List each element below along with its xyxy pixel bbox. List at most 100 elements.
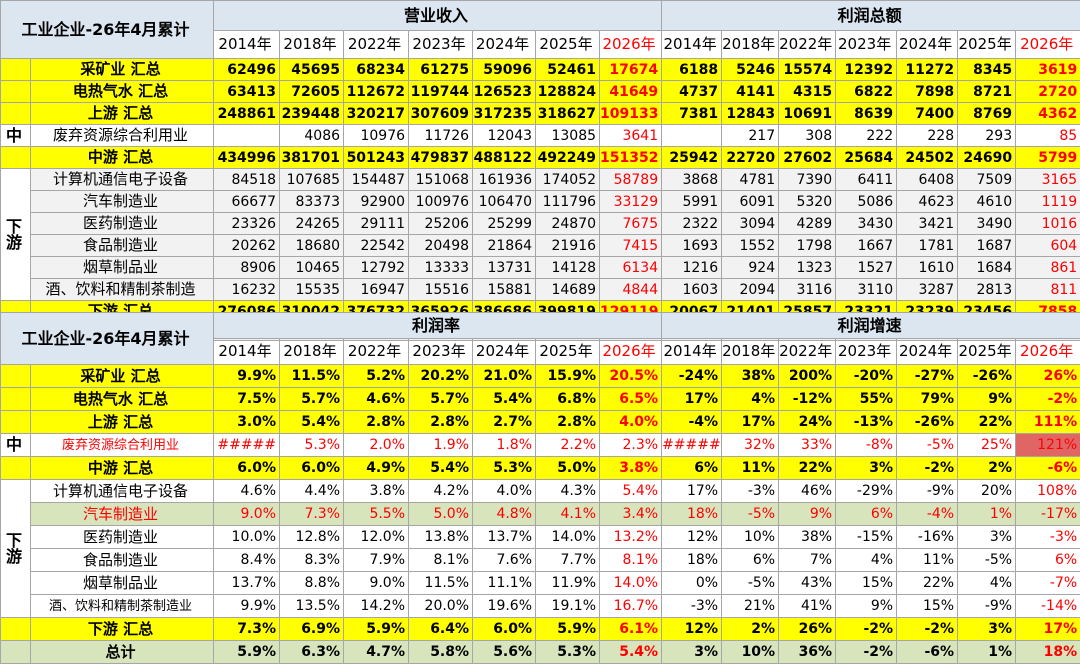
cell-rate: 4.0% xyxy=(473,480,536,503)
cell-rev: 72605 xyxy=(280,81,344,103)
cell-pro: 1119 xyxy=(1016,191,1080,213)
cell-growth: 2% xyxy=(958,457,1016,480)
group-header-revenue: 营业收入 xyxy=(214,1,662,31)
cell-rate: 5.8% xyxy=(409,641,473,664)
cell-rev: 381701 xyxy=(280,147,344,169)
row-label: 中游 汇总 xyxy=(31,457,214,480)
cell-rate: 7.3% xyxy=(214,618,280,641)
cell-rate: 7.3% xyxy=(280,503,344,526)
side-cell xyxy=(1,457,31,480)
cell-rate: 3.8% xyxy=(600,457,662,480)
cell-growth: 11% xyxy=(897,549,958,572)
cell-rev: 41649 xyxy=(600,81,662,103)
cell-growth: -24% xyxy=(662,365,722,388)
cell-rate: 6.5% xyxy=(600,388,662,411)
cell-rev: 10465 xyxy=(280,257,344,279)
cell-growth: 21% xyxy=(722,595,779,618)
cell-rate: 11.9% xyxy=(536,572,600,595)
cell-pro: 2813 xyxy=(958,279,1016,301)
year-header: 2023年 xyxy=(409,339,473,365)
cell-rev: 479837 xyxy=(409,147,473,169)
side-cell xyxy=(1,388,31,411)
cell-rev: 52461 xyxy=(536,59,600,81)
table-title: 工业企业-26年4月累计 xyxy=(1,313,214,365)
cell-rate: 2.0% xyxy=(344,434,409,457)
cell-rate: 20.0% xyxy=(409,595,473,618)
cell-pro: 5086 xyxy=(836,191,897,213)
cell-pro: 4781 xyxy=(722,169,779,191)
cell-rev: 68234 xyxy=(344,59,409,81)
cell-growth: 3% xyxy=(958,618,1016,641)
cell-rev: 59096 xyxy=(473,59,536,81)
cell-growth: 200% xyxy=(779,365,836,388)
cell-rate: 12.8% xyxy=(280,526,344,549)
cell-growth: 18% xyxy=(662,549,722,572)
cell-rate: 6.0% xyxy=(280,457,344,480)
cell-growth: 111% xyxy=(1016,411,1080,434)
cell-rev: 111796 xyxy=(536,191,600,213)
cell-rev: 3641 xyxy=(600,125,662,147)
side-label-mid: 中 xyxy=(1,125,31,147)
year-header: 2025年 xyxy=(958,31,1016,59)
year-header: 2018年 xyxy=(722,339,779,365)
cell-rate: 5.5% xyxy=(344,503,409,526)
cell-growth: -5% xyxy=(897,434,958,457)
cell-rate: 9.9% xyxy=(214,595,280,618)
cell-rate: 14.0% xyxy=(536,526,600,549)
cell-rev: 434996 xyxy=(214,147,280,169)
cell-pro: 22720 xyxy=(722,147,779,169)
year-header: 2014年 xyxy=(662,31,722,59)
cell-rate: 13.8% xyxy=(409,526,473,549)
cell-pro: 2322 xyxy=(662,213,722,235)
cell-pro: 222 xyxy=(836,125,897,147)
cell-rev: 13085 xyxy=(536,125,600,147)
cell-growth: -8% xyxy=(836,434,897,457)
cell-pro: 3490 xyxy=(958,213,1016,235)
cell-pro: 1687 xyxy=(958,235,1016,257)
row-label: 采矿业 汇总 xyxy=(31,365,214,388)
cell-rate: 11.1% xyxy=(473,572,536,595)
cell-growth: 15% xyxy=(836,572,897,595)
cell-pro: 1603 xyxy=(662,279,722,301)
cell-rate: 5.0% xyxy=(409,503,473,526)
cell-rate: 2.2% xyxy=(536,434,600,457)
cell-rev: 25299 xyxy=(473,213,536,235)
row-label: 食品制造业 xyxy=(31,549,214,572)
cell-rate: 5.4% xyxy=(409,457,473,480)
cell-pro: 15574 xyxy=(779,59,836,81)
year-header: 2014年 xyxy=(214,339,280,365)
cell-growth: 3% xyxy=(836,457,897,480)
row-label: 上游 汇总 xyxy=(31,103,214,125)
cell-rev: 11726 xyxy=(409,125,473,147)
cell-rate: 5.7% xyxy=(280,388,344,411)
cell-rate: 2.3% xyxy=(600,434,662,457)
cell-rev: 33129 xyxy=(600,191,662,213)
cell-pro: 1798 xyxy=(779,235,836,257)
side-cell xyxy=(1,147,31,169)
cell-growth: ##### xyxy=(662,434,722,457)
cell-rate: 4.3% xyxy=(536,480,600,503)
year-header: 2026年 xyxy=(1016,339,1080,365)
row-label: 烟草制品业 xyxy=(31,572,214,595)
row-label: 汽车制造业 xyxy=(31,191,214,213)
year-header: 2022年 xyxy=(779,339,836,365)
row-label: 烟草制品业 xyxy=(31,257,214,279)
cell-growth: 26% xyxy=(779,618,836,641)
cell-growth: 9% xyxy=(779,503,836,526)
cell-rev: 22542 xyxy=(344,235,409,257)
cell-rev: 24265 xyxy=(280,213,344,235)
row-label: 汽车制造业 xyxy=(31,503,214,526)
cell-rate: 5.3% xyxy=(280,434,344,457)
cell-growth: -17% xyxy=(1016,503,1080,526)
cell-rate: 6.4% xyxy=(409,618,473,641)
cell-rev: 4844 xyxy=(600,279,662,301)
cell-pro: 4362 xyxy=(1016,103,1080,125)
cell-rate: 4.6% xyxy=(344,388,409,411)
cell-growth: -13% xyxy=(836,411,897,434)
cell-rev: 16947 xyxy=(344,279,409,301)
